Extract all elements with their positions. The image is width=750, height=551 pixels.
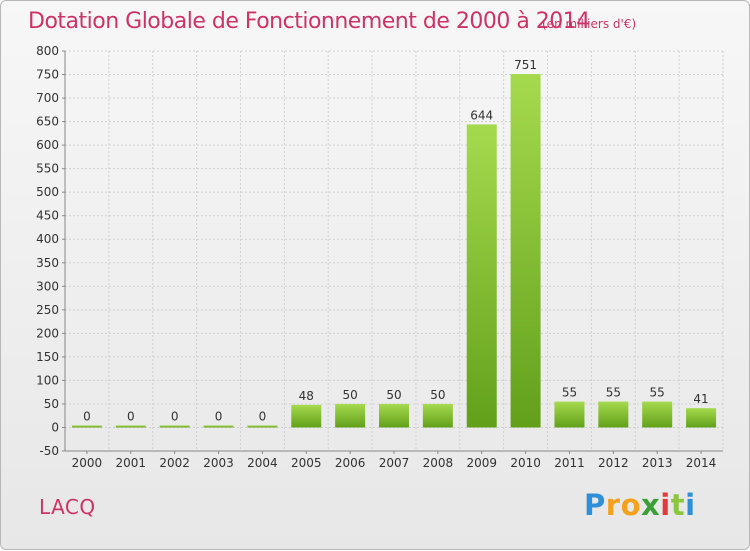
logo-letter: r (605, 488, 621, 522)
bars (71, 74, 717, 428)
proxiti-logo[interactable]: Proxiti (584, 488, 696, 522)
bar-2003 (203, 425, 234, 428)
commune-name: LACQ (39, 495, 96, 519)
y-tick-label: 200 (36, 326, 59, 340)
y-tick-label: 0 (51, 420, 59, 434)
bar-2010 (510, 74, 541, 428)
x-tick-label: 2009 (466, 456, 497, 470)
bar-2011 (554, 401, 585, 428)
y-tick-label: -50 (39, 444, 59, 458)
data-label-2010: 751 (514, 58, 537, 72)
x-tick-label: 2010 (510, 456, 541, 470)
data-label-2003: 0 (215, 409, 223, 423)
data-label-2005: 48 (299, 389, 314, 403)
x-tick-label: 2014 (686, 456, 717, 470)
chart-title: Dotation Globale de Fonctionnement de 20… (28, 9, 590, 34)
x-tick-label: 2005 (291, 456, 322, 470)
bar-2002 (159, 425, 190, 428)
x-tick-label: 2013 (642, 456, 673, 470)
data-label-2011: 55 (562, 386, 577, 400)
x-tick-label: 2004 (247, 456, 278, 470)
data-label-2007: 50 (386, 388, 401, 402)
y-tick-label: 550 (36, 162, 59, 176)
x-tick-label: 2002 (159, 456, 190, 470)
y-tick-label: 250 (36, 303, 59, 317)
bar-2007 (379, 403, 409, 428)
y-tick-label: 300 (36, 279, 59, 293)
logo-letter: i (660, 488, 671, 522)
data-label-2006: 50 (342, 388, 357, 402)
data-label-2008: 50 (430, 388, 445, 402)
x-tick-label: 2007 (379, 456, 410, 470)
bar-2008 (422, 403, 453, 428)
unit-note: (en milliers d'€) (542, 17, 637, 31)
y-tick-label: 100 (36, 373, 59, 387)
data-label-2012: 55 (606, 386, 621, 400)
y-tick-label: 750 (36, 68, 59, 82)
x-tick-label: 2003 (203, 456, 234, 470)
y-tick-label: 400 (36, 232, 59, 246)
data-label-2004: 0 (259, 409, 267, 423)
data-label-2000: 0 (83, 409, 91, 423)
bar-2001 (115, 425, 146, 428)
data-label-2013: 55 (650, 386, 665, 400)
logo-letter: t (670, 488, 686, 522)
x-tick-label: 2001 (116, 456, 147, 470)
logo-letter: P (584, 488, 606, 522)
y-tick-label: 800 (36, 44, 59, 58)
y-tick-label: 350 (36, 256, 59, 270)
bar-2004 (247, 425, 278, 428)
bar-2012 (598, 401, 629, 428)
bar-2009 (466, 124, 497, 428)
x-tick-label: 2011 (554, 456, 585, 470)
x-tick-label: 2000 (72, 456, 103, 470)
data-label-2014: 41 (693, 392, 708, 406)
y-tick-label: 500 (36, 185, 59, 199)
data-label-2001: 0 (127, 409, 135, 423)
x-tick-label: 2006 (335, 456, 366, 470)
data-label-2002: 0 (171, 409, 179, 423)
bar-2013 (642, 401, 673, 428)
bar-2005 (291, 404, 322, 428)
x-axis-ticks: 2000 2001 2002 2003 2004 2005 2006 2007 2008 2009… (72, 451, 717, 470)
logo-letter: o (620, 488, 642, 522)
data-labels: 0 0 0 0 0 48 50 50 50 644 751 55 55 55 41 (83, 58, 709, 423)
logo-letter: i (685, 488, 696, 522)
y-tick-label: 600 (36, 138, 59, 152)
y-tick-label: 50 (44, 397, 59, 411)
bar-2006 (335, 403, 366, 428)
x-tick-label: 2008 (423, 456, 454, 470)
data-label-2009: 644 (470, 108, 493, 122)
x-tick-label: 2012 (598, 456, 629, 470)
y-tick-label: 650 (36, 115, 59, 129)
bar-2000 (71, 425, 102, 428)
y-tick-label: 150 (36, 350, 59, 364)
y-axis-ticks: -50 0 50 100 150 200 250 300 350 400 450 500 550 600 6… (36, 44, 65, 458)
logo-letter: x (641, 488, 661, 522)
y-tick-label: 450 (36, 209, 59, 223)
y-tick-label: 700 (36, 91, 59, 105)
bar-2014 (686, 408, 717, 428)
